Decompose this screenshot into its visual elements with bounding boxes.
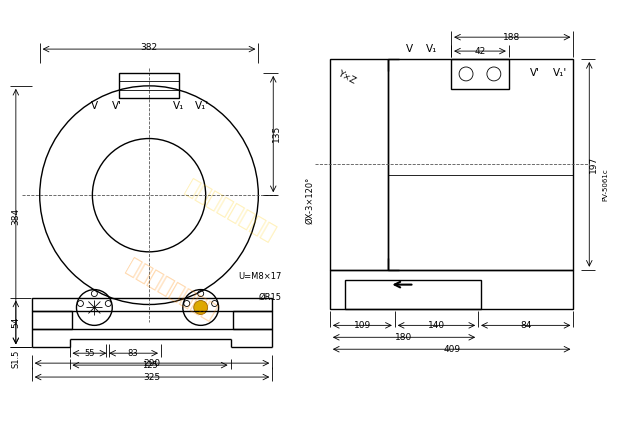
Bar: [232, 311, 272, 329]
Text: V': V': [112, 101, 122, 111]
Bar: [32, 297, 272, 311]
Text: V: V: [406, 44, 413, 54]
Bar: [119, 73, 179, 98]
Text: S1.5: S1.5: [11, 350, 21, 368]
Bar: [387, 59, 573, 270]
Text: 北京恒压机电设备: 北京恒压机电设备: [123, 256, 219, 323]
Text: 382: 382: [140, 43, 158, 52]
Text: 290: 290: [143, 359, 160, 368]
Text: U=M8×17: U=M8×17: [239, 272, 282, 281]
Text: ØX-3×120°: ØX-3×120°: [305, 177, 314, 224]
Text: 54: 54: [11, 317, 21, 328]
Text: 84: 84: [520, 321, 531, 330]
Text: V₁: V₁: [426, 44, 437, 54]
Bar: [330, 59, 387, 270]
Text: 109: 109: [354, 321, 371, 330]
Text: 384: 384: [11, 207, 21, 224]
Bar: [32, 311, 71, 329]
Text: PV-5061c: PV-5061c: [602, 168, 608, 201]
Text: 197: 197: [588, 156, 598, 173]
Text: 125: 125: [142, 361, 158, 370]
Text: V₁: V₁: [173, 101, 185, 111]
Text: V: V: [91, 101, 98, 111]
Circle shape: [193, 301, 208, 314]
Text: 北京恒压机电设备: 北京恒压机电设备: [182, 177, 279, 244]
Text: V₁': V₁': [195, 101, 209, 111]
Text: ØR15: ØR15: [259, 293, 281, 302]
Bar: [330, 270, 573, 310]
Text: V': V': [530, 68, 540, 78]
Text: 42: 42: [475, 47, 486, 56]
Bar: [345, 280, 481, 310]
Text: 188: 188: [503, 33, 520, 42]
Text: V₁': V₁': [553, 68, 568, 78]
Text: 140: 140: [428, 321, 445, 330]
Text: 180: 180: [396, 333, 413, 342]
Text: 409: 409: [443, 345, 460, 354]
Bar: [451, 59, 509, 89]
Text: 83: 83: [128, 349, 138, 358]
Text: Y×Z: Y×Z: [336, 69, 357, 86]
Text: 55: 55: [84, 349, 95, 358]
Text: 135: 135: [272, 125, 280, 142]
Text: 325: 325: [143, 373, 160, 382]
